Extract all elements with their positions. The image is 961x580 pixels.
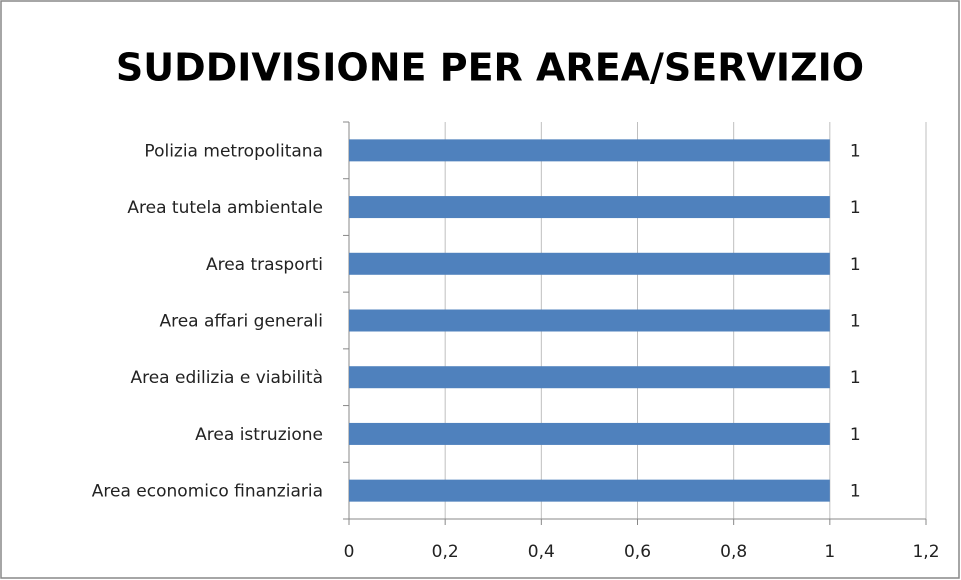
x-tick-label: 0,6 xyxy=(624,542,651,562)
data-label: 1 xyxy=(850,255,861,275)
bar xyxy=(349,139,830,162)
data-label: 1 xyxy=(850,198,861,218)
y-tick-label: Polizia metropolitana xyxy=(144,141,323,161)
chart-title: SUDDIVISIONE PER AREA/SERVIZIO xyxy=(116,46,864,90)
bar xyxy=(349,479,830,502)
data-label: 1 xyxy=(850,368,861,388)
y-tick-label: Area edilizia e viabilità xyxy=(130,368,323,388)
x-tick-label: 0,4 xyxy=(528,542,555,562)
x-tick-label: 0,2 xyxy=(432,542,459,562)
data-label: 1 xyxy=(850,312,861,332)
bar xyxy=(349,422,830,445)
data-label: 1 xyxy=(850,425,861,445)
x-tick-label: 1 xyxy=(824,542,835,562)
data-label: 1 xyxy=(850,482,861,502)
bar xyxy=(349,309,830,332)
y-tick-label: Area tutela ambientale xyxy=(127,198,323,218)
x-tick-label: 0 xyxy=(344,542,355,562)
x-tick-label: 1,2 xyxy=(912,542,939,562)
data-label: 1 xyxy=(850,141,861,161)
bar xyxy=(349,196,830,219)
y-tick-label: Area affari generali xyxy=(159,312,323,332)
y-tick-label: Area economico finanziaria xyxy=(92,482,323,502)
y-tick-label: Area trasporti xyxy=(206,255,323,275)
x-tick-label: 0,8 xyxy=(720,542,747,562)
y-tick-label: Area istruzione xyxy=(195,425,323,445)
bar xyxy=(349,252,830,275)
bar xyxy=(349,366,830,389)
